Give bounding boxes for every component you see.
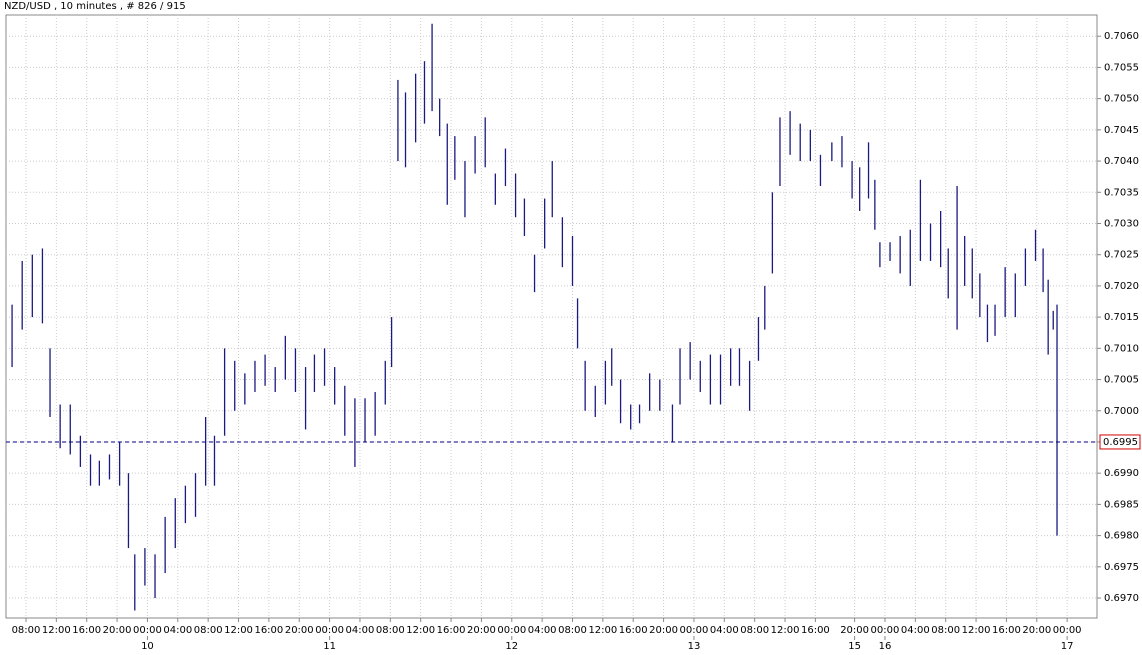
- y-tick-label: 0.7030: [1104, 218, 1139, 229]
- y-tick-label: 0.7015: [1104, 312, 1139, 323]
- y-tick-label: 0.7010: [1104, 343, 1139, 354]
- last-price-box: [1099, 434, 1141, 450]
- y-tick-label: 0.6975: [1104, 562, 1139, 573]
- day-label: 16: [879, 641, 892, 652]
- x-tick-label: 04:00: [710, 625, 739, 636]
- y-tick-label: 0.6985: [1104, 499, 1139, 510]
- x-tick-label: 08:00: [12, 625, 41, 636]
- x-tick-label: 00:00: [497, 625, 526, 636]
- x-tick-label: 04:00: [346, 625, 375, 636]
- y-tick-label: 0.6970: [1104, 593, 1139, 604]
- x-tick-label: 12:00: [42, 625, 71, 636]
- y-tick-label: 0.6990: [1104, 468, 1139, 479]
- x-tick-label: 20:00: [1022, 625, 1051, 636]
- x-tick-label: 16:00: [992, 625, 1021, 636]
- x-tick-label: 16:00: [72, 625, 101, 636]
- x-tick-label: 00:00: [315, 625, 344, 636]
- y-tick-label: 0.7000: [1104, 406, 1139, 417]
- x-tick-label: 12:00: [588, 625, 617, 636]
- x-tick-label: 08:00: [558, 625, 587, 636]
- day-label: 11: [323, 641, 336, 652]
- x-tick-label: 12:00: [406, 625, 435, 636]
- x-tick-label: 12:00: [771, 625, 800, 636]
- day-label: 13: [688, 641, 701, 652]
- x-tick-label: 20:00: [103, 625, 132, 636]
- last-price-label: 0.6995: [1103, 437, 1138, 448]
- y-tick-label: 0.7050: [1104, 94, 1139, 105]
- x-tick-label: 16:00: [437, 625, 466, 636]
- day-label: 17: [1061, 641, 1074, 652]
- x-tick-label: 08:00: [740, 625, 769, 636]
- x-tick-label: 00:00: [680, 625, 709, 636]
- x-tick-label: 04:00: [528, 625, 557, 636]
- x-tick-label: 08:00: [194, 625, 223, 636]
- x-tick-label: 08:00: [376, 625, 405, 636]
- x-tick-label: 16:00: [619, 625, 648, 636]
- x-tick-label: 20:00: [840, 625, 869, 636]
- x-tick-label: 04:00: [901, 625, 930, 636]
- x-tick-label: 20:00: [285, 625, 314, 636]
- day-label: 12: [505, 641, 518, 652]
- x-tick-label: 16:00: [254, 625, 283, 636]
- y-tick-label: 0.6980: [1104, 531, 1139, 542]
- y-tick-label: 0.7040: [1104, 156, 1139, 167]
- x-tick-label: 12:00: [224, 625, 253, 636]
- x-tick-label: 00:00: [1053, 625, 1082, 636]
- x-tick-label: 12:00: [962, 625, 991, 636]
- y-tick-label: 0.7035: [1104, 187, 1139, 198]
- y-tick-label: 0.7045: [1104, 125, 1139, 136]
- x-tick-label: 00:00: [133, 625, 162, 636]
- x-tick-label: 00:00: [871, 625, 900, 636]
- x-tick-label: 04:00: [163, 625, 192, 636]
- y-tick-label: 0.7060: [1104, 31, 1139, 42]
- y-tick-label: 0.7025: [1104, 250, 1139, 261]
- y-tick-label: 0.7055: [1104, 62, 1139, 73]
- x-tick-label: 20:00: [467, 625, 496, 636]
- plot-frame: [5, 14, 1098, 619]
- chart-title: NZD/USD , 10 minutes , # 826 / 915: [4, 1, 186, 12]
- x-tick-label: 08:00: [931, 625, 960, 636]
- day-label: 10: [141, 641, 154, 652]
- x-tick-label: 20:00: [649, 625, 678, 636]
- y-tick-label: 0.7020: [1104, 281, 1139, 292]
- y-tick-label: 0.7005: [1104, 375, 1139, 386]
- day-label: 15: [848, 641, 861, 652]
- x-tick-label: 16:00: [801, 625, 830, 636]
